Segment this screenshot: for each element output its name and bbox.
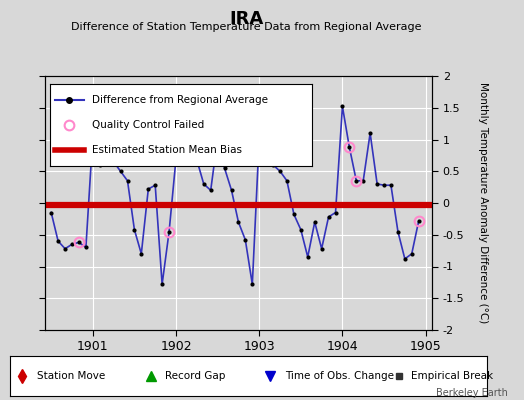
Text: Difference of Station Temperature Data from Regional Average: Difference of Station Temperature Data f… [71,22,421,32]
Text: Record Gap: Record Gap [166,371,226,381]
Text: Empirical Break: Empirical Break [411,371,493,381]
Text: Berkeley Earth: Berkeley Earth [436,388,508,398]
Text: IRA: IRA [229,10,264,28]
Text: Time of Obs. Change: Time of Obs. Change [285,371,394,381]
Text: Estimated Station Mean Bias: Estimated Station Mean Bias [92,145,242,155]
Text: Quality Control Failed: Quality Control Failed [92,120,204,130]
Text: Station Move: Station Move [37,371,105,381]
Text: Difference from Regional Average: Difference from Regional Average [92,96,268,106]
Y-axis label: Monthly Temperature Anomaly Difference (°C): Monthly Temperature Anomaly Difference (… [478,82,488,324]
